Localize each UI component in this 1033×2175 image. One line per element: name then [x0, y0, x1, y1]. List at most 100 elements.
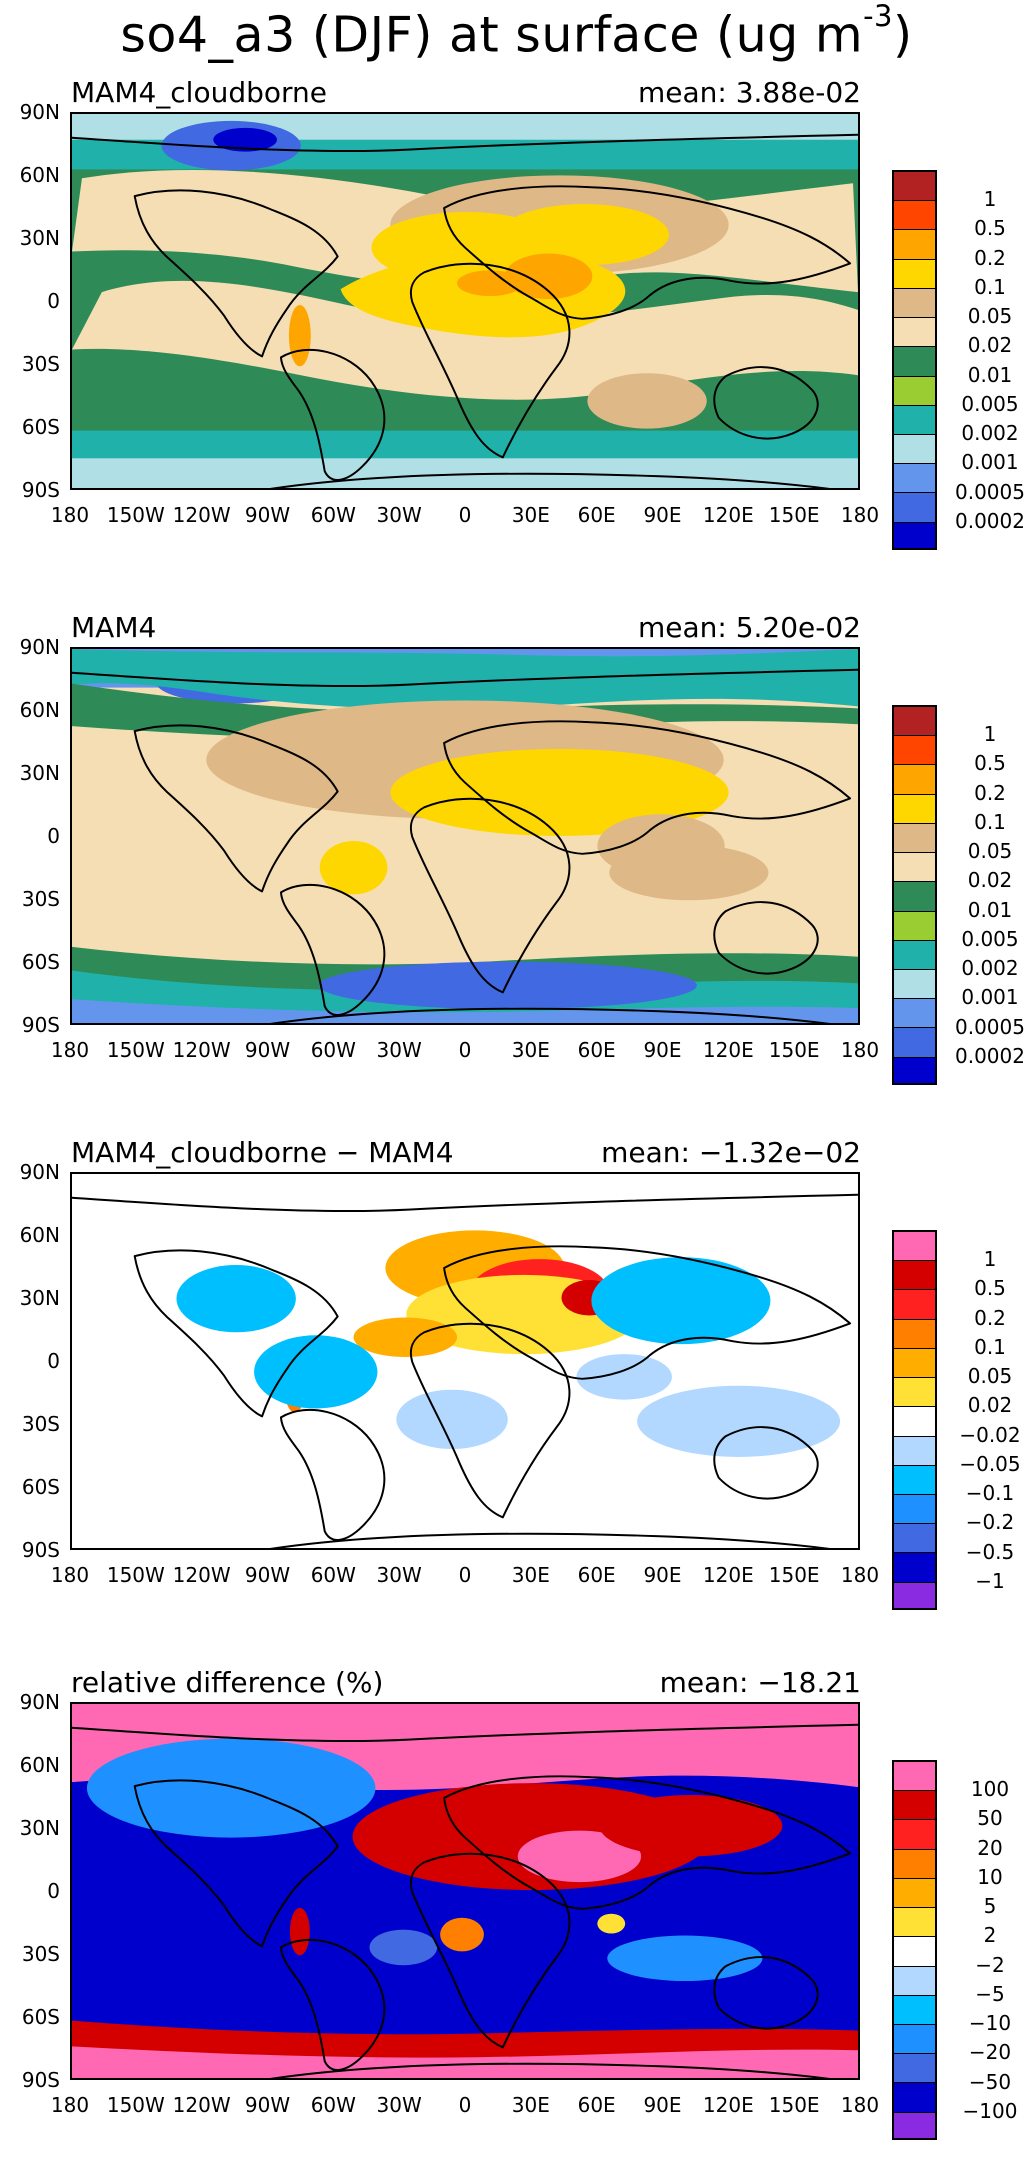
latitude-tick-60S: 60S — [21, 1475, 60, 1499]
coastline-3 — [443, 720, 852, 855]
colorbar-label-7: 0.01 — [967, 897, 1013, 922]
colorbar-label-4: 0.1 — [974, 274, 1006, 299]
colorbar-swatch-4 — [894, 1849, 935, 1879]
longitude-tick-60W: 60W — [310, 503, 356, 527]
field-south-america-cool — [254, 1335, 378, 1409]
field-middle-east-high — [390, 748, 729, 836]
latitude-axis: 90N 60N 30N 0 30S 60S 90S — [0, 1162, 60, 1560]
latitude-tick-30N: 30N — [19, 1286, 60, 1310]
latitude-tick-0: 0 — [47, 1879, 60, 1903]
colorbar-label-12: 0.0002 — [955, 508, 1025, 533]
longitude-tick-60E: 60E — [577, 1038, 616, 1062]
panel-mean: mean: −18.21 — [659, 1666, 861, 1699]
colorbar-swatch-10 — [894, 434, 935, 465]
colorbar-swatch-5 — [894, 1348, 935, 1379]
coastline-5 — [713, 1956, 819, 2030]
colorbar-label-3: 0.2 — [974, 780, 1006, 805]
colorbar-label-11: 0.0005 — [955, 1014, 1025, 1039]
colorbar-swatch-6 — [894, 1908, 935, 1938]
colorbar-swatch-6 — [894, 318, 935, 348]
latitude-tick-60S: 60S — [21, 2005, 60, 2029]
colorbar-swatch-4 — [894, 794, 935, 824]
longitude-tick-90E: 90E — [643, 2093, 682, 2117]
field-middle-east-pink — [517, 1830, 642, 1883]
field-australia-blue — [607, 1935, 763, 1982]
field-south-atlantic-blue — [369, 1929, 438, 1966]
colorbar-swatch-2 — [894, 1261, 935, 1291]
latitude-tick-60N: 60N — [19, 698, 60, 722]
panel-title: MAM4_cloudborne — [71, 76, 328, 109]
field-arctic-minimum — [213, 127, 277, 152]
latitude-tick-30N: 30N — [19, 761, 60, 785]
longitude-tick-180: 180 — [840, 1038, 880, 1062]
colorbar — [892, 170, 937, 550]
longitude-tick-180: 180 — [50, 1563, 90, 1587]
colorbar-swatch-4 — [894, 259, 935, 289]
colorbar-swatch-3 — [894, 1290, 935, 1320]
colorbar-label-1: 1 — [983, 1247, 997, 1272]
longitude-tick-150W: 150W — [106, 1563, 165, 1587]
field-africa-cool — [396, 1389, 508, 1450]
colorbar-swatch-11 — [894, 999, 935, 1029]
colorbar-swatch-9 — [894, 1465, 935, 1495]
panel-mean: mean: −1.32e−02 — [601, 1136, 861, 1169]
colorbar-label-10: −0.2 — [965, 1510, 1015, 1535]
map-field — [72, 1704, 858, 2078]
colorbar-swatch-1 — [894, 707, 935, 737]
longitude-tick-30W: 30W — [376, 503, 422, 527]
longitude-tick-30E: 30E — [511, 1563, 550, 1587]
longitude-tick-120E: 120E — [702, 1563, 754, 1587]
longitude-tick-30E: 30E — [511, 1038, 550, 1062]
field-southern-background — [72, 280, 858, 400]
latitude-tick-30S: 30S — [21, 1412, 60, 1436]
latitude-tick-0: 0 — [47, 1349, 60, 1373]
longitude-tick-180: 180 — [50, 1038, 90, 1062]
longitude-axis: 180 150W 120W 90W 60W 30W 0 30E 60E 90E 120E 150E 18… — [0, 1564, 890, 1590]
figure-title: so4_a3 (DJF) at surface (ug m-3) — [0, 0, 1033, 66]
colorbar-swatch-13 — [894, 1582, 935, 1608]
colorbar-label-8: 0.005 — [961, 926, 1019, 951]
latitude-axis: 90N 60N 30N 0 30S 60S 90S — [0, 637, 60, 1035]
colorbar-swatch-6 — [894, 1378, 935, 1408]
colorbar-label-7: −2 — [975, 1952, 1005, 1977]
coastline-7 — [72, 668, 858, 688]
coastline-1 — [133, 1779, 339, 1948]
colorbar-label-9: 0.002 — [961, 421, 1019, 446]
colorbar-swatch-5 — [894, 1878, 935, 1909]
colorbar-swatch-2 — [894, 1791, 935, 1821]
coastline-7 — [72, 1193, 858, 1213]
field-australia-cool — [637, 1385, 841, 1457]
field-antarctic-low — [318, 961, 697, 1010]
map-frame — [70, 1172, 860, 1550]
colorbar-swatch-7 — [894, 347, 935, 377]
field-antarctic-red — [72, 2020, 858, 2058]
coastline-4 — [409, 1322, 571, 1519]
colorbar-swatch-1 — [894, 1232, 935, 1262]
colorbar-label-2: 0.5 — [974, 751, 1006, 776]
latitude-tick-90N: 90N — [19, 1160, 60, 1184]
coastline-7 — [72, 1723, 858, 1743]
colorbar-label-3: 0.2 — [974, 1305, 1006, 1330]
colorbar — [892, 1230, 937, 1610]
longitude-tick-90W: 90W — [244, 1038, 291, 1062]
longitude-tick-90W: 90W — [244, 1563, 291, 1587]
colorbar-swatch-10 — [894, 969, 935, 1000]
field-australia-elevated — [609, 844, 769, 901]
longitude-tick-90E: 90E — [643, 503, 682, 527]
colorbar-label-7: −0.02 — [959, 1422, 1021, 1447]
map-panel-cloudborne: MAM4_cloudborne mean: 3.88e-02 90N 60N 30N… — [0, 70, 1033, 600]
map-panel-mam4: MAM4 mean: 5.20e-02 90N 60N 30N 0 30S 60S 90S … — [0, 605, 1033, 1135]
colorbar-label-12: −100 — [962, 2098, 1018, 2123]
coastline-6 — [270, 1007, 831, 1023]
longitude-tick-30W: 30W — [376, 1038, 422, 1062]
coastline-2 — [279, 1409, 386, 1541]
field-india-ocean-elevated — [587, 373, 707, 429]
longitude-tick-30E: 30E — [511, 2093, 550, 2117]
colorbar-swatch-11 — [894, 2054, 935, 2084]
longitude-tick-120W: 120W — [172, 1038, 231, 1062]
colorbar-swatch-13 — [894, 1057, 935, 1083]
field-yellow-accent — [597, 1913, 626, 1934]
longitude-tick-60W: 60W — [310, 2093, 356, 2117]
longitude-tick-30W: 30W — [376, 1563, 422, 1587]
field-north-atlantic-blue — [86, 1738, 376, 1838]
